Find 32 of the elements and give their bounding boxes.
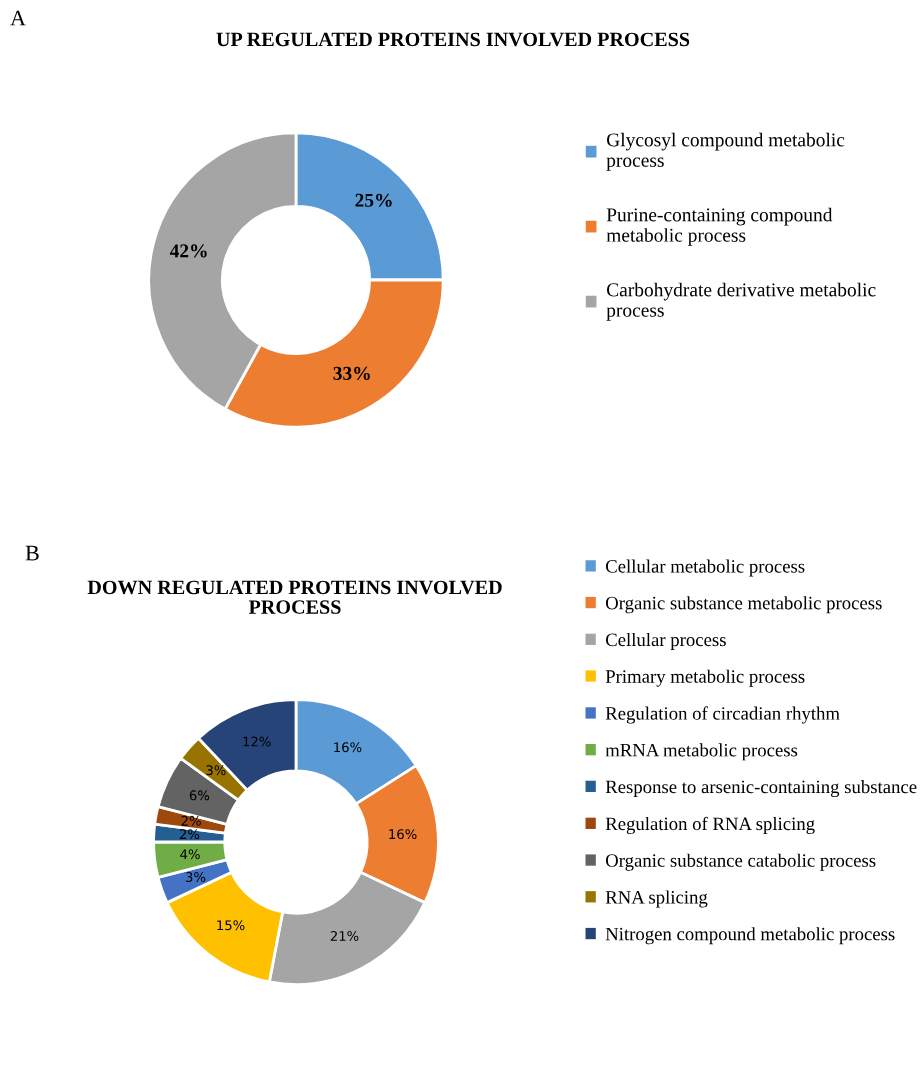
data-label: 16% [334, 742, 362, 753]
data-label: 42% [169, 244, 207, 258]
legend-label: RNA splicing [605, 890, 708, 908]
legend-label: mRNA metabolic process [605, 743, 798, 761]
legend-label: Response to arsenic-containing substance [605, 780, 917, 798]
text: A [10, 10, 26, 26]
data-label: 4% [180, 849, 200, 860]
legend-label: Organic substance catabolic process [605, 853, 876, 871]
data-label: 16% [389, 829, 417, 840]
data-label: 3% [186, 872, 206, 883]
legend-label: Cellular metabolic process [605, 559, 805, 577]
legend-label: Regulation of circadian rhythm [605, 706, 840, 724]
data-label: 12% [243, 736, 271, 747]
data-label: 6% [189, 790, 210, 801]
legend-label: Glycosyl compound metabolic process [606, 132, 845, 171]
data-label: 33% [333, 366, 370, 380]
data-label: 25% [355, 193, 392, 207]
data-label: 3% [206, 765, 226, 776]
data-label: 2% [181, 815, 201, 826]
data-label: 2% [179, 829, 200, 840]
data-label: 21% [330, 931, 359, 941]
text: DOWN REGULATED PROTEINS INVOLVED PROCESS [87, 580, 502, 614]
data-label: 15% [217, 920, 245, 931]
legend-label: Cellular process [605, 632, 726, 650]
chart-title: UP REGULATED PROTEINS INVOLVED PROCESS [216, 32, 690, 47]
legend-label: Carbohydrate derivative metabolic process [606, 282, 876, 321]
legend-label: Purine-containing compound metabolic process [606, 207, 833, 246]
legend-label: Regulation of RNA splicing [605, 816, 815, 834]
legend-label: Organic substance metabolic process [605, 596, 882, 614]
legend-label: Nitrogen compound metabolic process [605, 927, 895, 945]
legend-label: Primary metabolic process [605, 669, 805, 687]
text: B [25, 545, 39, 561]
